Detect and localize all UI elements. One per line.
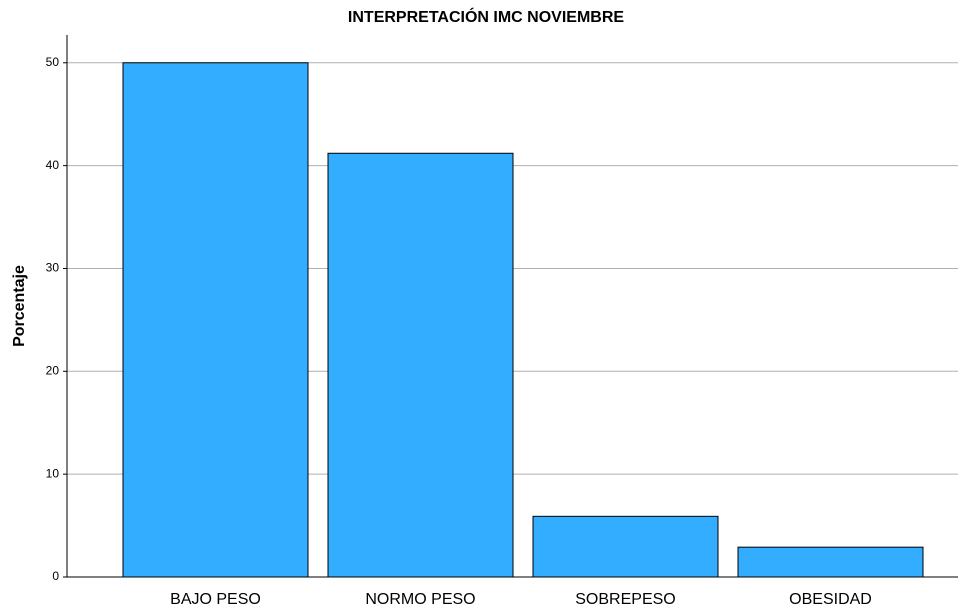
y-tick-label: 20	[46, 363, 60, 377]
y-tick-label: 10	[46, 466, 60, 480]
x-tick-label: BAJO PESO	[170, 591, 261, 608]
bar	[737, 546, 924, 578]
y-tick-label: 50	[46, 55, 60, 69]
y-tick-label: 0	[52, 569, 59, 583]
x-tick-label: OBESIDAD	[789, 591, 872, 608]
x-tick-label: SOBREPESO	[575, 591, 675, 608]
x-tick-label: NORMO PESO	[365, 591, 475, 608]
y-tick-label: 30	[46, 261, 60, 275]
bar	[327, 152, 514, 578]
chart-title: INTERPRETACIÓN IMC NOVIEMBRE	[348, 7, 624, 26]
bar	[122, 62, 309, 578]
y-tick-label: 40	[46, 158, 60, 172]
y-axis-label: Porcentaje	[11, 265, 28, 347]
bar	[532, 515, 719, 578]
